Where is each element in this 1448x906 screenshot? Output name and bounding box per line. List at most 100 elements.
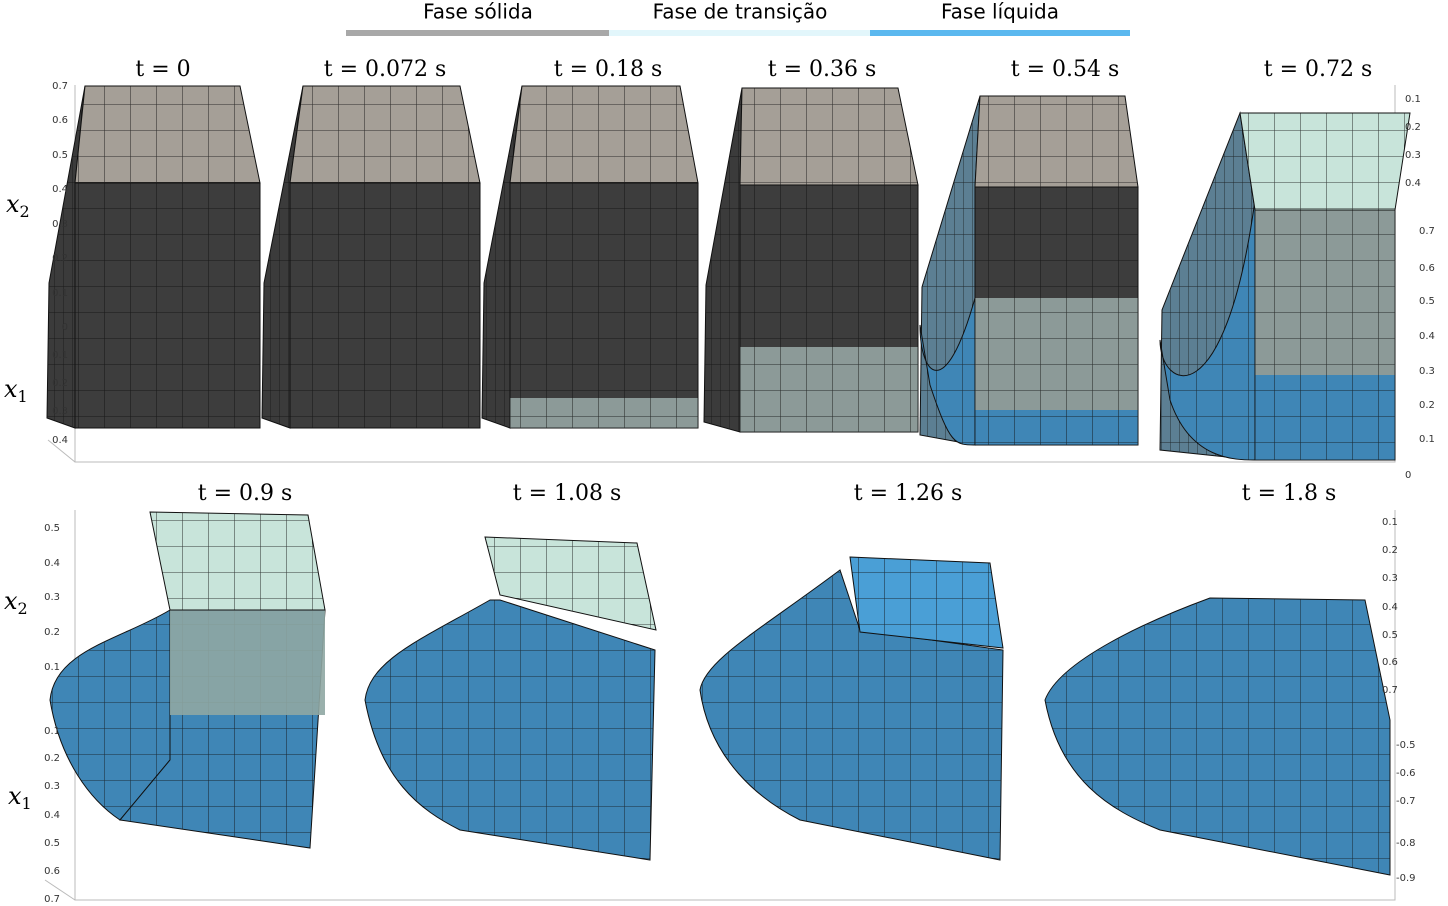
right-tick-label: 0.4 bbox=[1405, 178, 1421, 189]
right-tick-label: 0.2 bbox=[1405, 122, 1421, 133]
right-tick-label: -0.6 bbox=[1396, 768, 1416, 779]
front-grid bbox=[974, 186, 1139, 446]
right-tick-label: 0.6 bbox=[1419, 263, 1435, 274]
left-tick-label: 0.6 bbox=[44, 866, 60, 877]
time-label: t = 0.72 s bbox=[1264, 57, 1373, 82]
right-tick-label: 0.1 bbox=[1405, 94, 1421, 105]
axis-subscript: 2 bbox=[20, 202, 30, 221]
right-tick-label: -0.9 bbox=[1396, 873, 1416, 884]
left-tick-label: 0.4 bbox=[44, 810, 60, 821]
transition-region bbox=[170, 610, 325, 715]
right-tick-label: 0.2 bbox=[1419, 400, 1435, 411]
top-face-grid bbox=[485, 537, 656, 630]
legend-label: Fase líquida bbox=[941, 0, 1059, 24]
left-tick-label: 0.1 bbox=[44, 726, 60, 737]
axis-label: x2 bbox=[4, 587, 28, 618]
legend: Fase sólida Fase de transição Fase líqui… bbox=[346, 0, 1130, 36]
flare-grid bbox=[920, 298, 975, 445]
right-tick-label: 0.5 bbox=[1419, 296, 1435, 307]
left-tick-label: 0.7 bbox=[52, 81, 68, 92]
left-tick-label: 0.3 bbox=[52, 406, 68, 417]
top-face-grid bbox=[290, 86, 480, 183]
axis-subscript: 1 bbox=[18, 387, 28, 406]
left-tick-label: 0.5 bbox=[44, 523, 60, 534]
left-tick-label: 0.4 bbox=[44, 558, 60, 569]
side-face-grid bbox=[704, 88, 742, 432]
legend-label: Fase de transição bbox=[653, 0, 828, 24]
legend-swatch bbox=[346, 30, 609, 36]
side-face-grid bbox=[262, 86, 303, 428]
left-tick-label: 0.3 bbox=[52, 219, 68, 230]
left-tick-label: 0.4 bbox=[52, 435, 68, 446]
axis-symbol: x bbox=[4, 587, 18, 615]
right-tick-label: 0.4 bbox=[1419, 331, 1435, 342]
axis-label: x2 bbox=[6, 190, 30, 221]
left-tick-label: 0.1 bbox=[52, 350, 68, 361]
left-tick-label: 0.6 bbox=[52, 115, 68, 126]
labels: t = 0 t = 0.072 s t = 0.18 s t = 0.36 s t = … bbox=[4, 57, 1435, 905]
right-tick-label: 0.5 bbox=[1382, 630, 1398, 641]
time-label: t = 1.8 s bbox=[1242, 481, 1337, 506]
right-tick-label: 0.4 bbox=[1382, 602, 1398, 613]
left-tick-label: 0.3 bbox=[44, 592, 60, 603]
flare-grid bbox=[50, 610, 170, 820]
top-face-grid bbox=[975, 96, 1138, 187]
left-tick-label: 0.2 bbox=[52, 378, 68, 389]
right-tick-label: -0.8 bbox=[1396, 838, 1416, 849]
top-face-grid bbox=[75, 86, 260, 183]
left-tick-label: 0.5 bbox=[52, 150, 68, 161]
time-label: t = 0.072 s bbox=[324, 57, 447, 82]
axis-symbol: x bbox=[8, 782, 22, 810]
legend-swatch bbox=[870, 30, 1130, 36]
deformed-body-grid bbox=[365, 600, 655, 860]
time-label: t = 0 bbox=[135, 57, 190, 82]
side-face-grid bbox=[482, 86, 522, 428]
front-grid bbox=[509, 182, 699, 429]
right-tick-label: -0.7 bbox=[1396, 796, 1416, 807]
front-grid bbox=[1254, 209, 1396, 461]
right-tick-label: 0.1 bbox=[1419, 434, 1435, 445]
right-tick-label: 0.3 bbox=[1405, 150, 1421, 161]
top-face-grid bbox=[510, 86, 698, 183]
left-tick-label: 0.5 bbox=[44, 838, 60, 849]
axis-symbol: x bbox=[6, 190, 20, 218]
axis-label: x1 bbox=[8, 782, 32, 813]
right-tick-label: 0.7 bbox=[1419, 226, 1435, 237]
right-tick-label: 0.6 bbox=[1382, 657, 1398, 668]
time-label: t = 0.9 s bbox=[198, 481, 293, 506]
axis-subscript: 2 bbox=[18, 599, 28, 618]
time-label: t = 0.36 s bbox=[768, 57, 877, 82]
right-tick-label: 0.2 bbox=[1382, 545, 1398, 556]
right-tick-label: 0.1 bbox=[1382, 517, 1398, 528]
time-label: t = 0.18 s bbox=[554, 57, 663, 82]
right-tick-label: -0.5 bbox=[1396, 740, 1416, 751]
front-grid bbox=[289, 182, 481, 429]
right-tick-label: 0.7 bbox=[1382, 685, 1398, 696]
deformed-body-grid bbox=[1045, 598, 1390, 875]
left-tick-label: 0.4 bbox=[52, 184, 68, 195]
top-face-grid bbox=[850, 557, 1003, 648]
axis-subscript: 1 bbox=[22, 794, 32, 813]
top-face-grid bbox=[740, 88, 918, 185]
left-tick-label: 0.1 bbox=[44, 662, 60, 673]
top-face-grid bbox=[1240, 113, 1410, 210]
time-label: t = 1.08 s bbox=[513, 481, 622, 506]
right-tick-label: 0.3 bbox=[1419, 366, 1435, 377]
left-tick-label: 0.1 bbox=[52, 288, 68, 299]
top-face-grid bbox=[150, 512, 325, 610]
front-grid bbox=[74, 182, 261, 429]
right-tick-label: 0.3 bbox=[1382, 573, 1398, 584]
axis-label: x1 bbox=[4, 375, 28, 406]
front-grid bbox=[739, 184, 919, 433]
legend-swatch bbox=[609, 30, 870, 36]
legend-label: Fase sólida bbox=[423, 0, 533, 24]
right-tick-label: 0 bbox=[1405, 470, 1411, 481]
time-label: t = 1.26 s bbox=[854, 481, 963, 506]
deformed-body-grid bbox=[700, 570, 1003, 860]
left-tick-label: 0.2 bbox=[44, 753, 60, 764]
left-tick-label: 0.7 bbox=[44, 894, 60, 905]
axis-symbol: x bbox=[4, 375, 18, 403]
side-face-grid bbox=[47, 86, 85, 428]
left-tick-label: 0.2 bbox=[52, 253, 68, 264]
